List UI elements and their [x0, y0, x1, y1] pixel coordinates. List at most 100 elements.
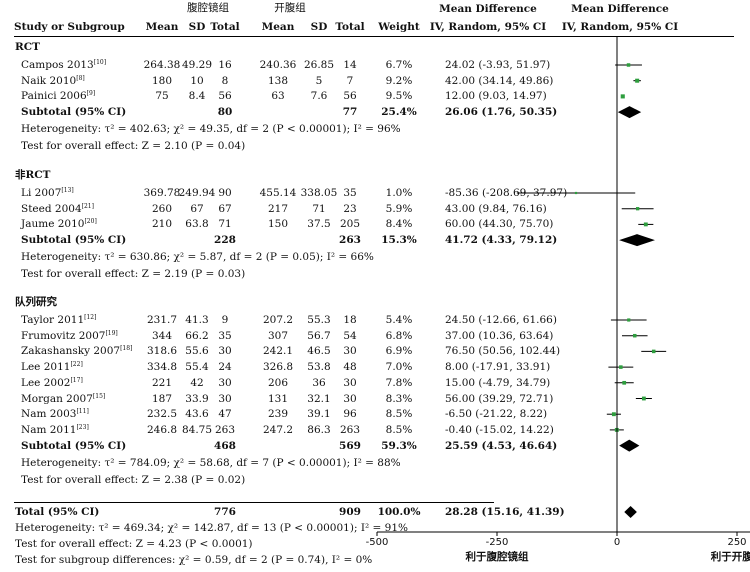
subtotal-n2: 77 [342, 106, 358, 119]
weight-value: 5.4% [385, 314, 413, 326]
sd2-value: 46.5 [307, 345, 331, 358]
n1-value: 35 [218, 329, 232, 342]
study-name: Lee 2002[17] [21, 376, 83, 389]
n2-value: 30 [343, 392, 357, 405]
mean2-value: 150 [267, 218, 289, 231]
study-marker [627, 318, 631, 322]
ci-value: -85.36 (-208.69, 37.97) [445, 187, 568, 199]
total-n2: 909 [339, 506, 361, 518]
mean2-value: 242.1 [262, 345, 294, 358]
sd2-value: 37.5 [307, 218, 331, 231]
study-marker [574, 191, 578, 195]
x-tick-label: -250 [485, 537, 509, 548]
study-name: Naik 2010[8] [21, 74, 85, 87]
sd1-value: 249.94 [178, 187, 216, 199]
x-tick-label: 0 [613, 537, 621, 548]
sd2-value: 71 [312, 202, 326, 215]
study-name: Li 2007[13] [21, 187, 74, 199]
mean1-value: 180 [151, 74, 173, 87]
heterogeneity-text: Heterogeneity: τ² = 784.09; χ² = 58.68, … [21, 456, 401, 469]
subtotal-label: Subtotal (95% CI) [21, 439, 127, 452]
study-name: Painici 2006[9] [21, 90, 96, 103]
sd2-value: 338.05 [300, 187, 338, 199]
weight-value: 8.3% [385, 392, 413, 405]
sd1-value: 10 [190, 74, 204, 87]
mean1-value: 318.6 [146, 345, 178, 358]
mean1-value: 75 [155, 90, 169, 103]
weight-value: 7.8% [385, 376, 413, 389]
n2-value: 96 [343, 408, 357, 421]
subtotal-diamond [619, 234, 655, 247]
study-name: Frumovitz 2007[19] [21, 329, 118, 342]
mean1-value: 210 [151, 218, 173, 231]
ci-value: 15.00 (-4.79, 34.79) [445, 376, 551, 389]
study-marker [633, 333, 637, 338]
study-marker [611, 412, 616, 417]
sd2-value: 36 [312, 376, 326, 389]
subtotal-weight: 15.3% [381, 234, 417, 247]
subgroup-heading: 非RCT [15, 169, 51, 181]
study-name: Steed 2004[21] [21, 202, 94, 215]
total-label: Total (95% CI) [15, 506, 100, 518]
sd2-value: 39.1 [307, 408, 331, 421]
n2-value: 30 [343, 376, 357, 389]
subtotal-label: Subtotal (95% CI) [21, 234, 127, 247]
sd1-value: 33.9 [185, 392, 209, 405]
overall-effect-text: Test for overall effect: Z = 2.38 (P = 0… [21, 473, 246, 486]
study-column-header: Study or Subgroup [14, 21, 125, 33]
n2-value: 56 [343, 90, 357, 103]
study-marker [619, 365, 623, 369]
study-reference: [23] [76, 423, 89, 431]
plot-method-header: IV, Random, 95% CI [561, 21, 679, 33]
study-marker [620, 94, 625, 99]
study-name: Taylor 2011[12] [21, 314, 97, 326]
subtotal-n1: 228 [214, 234, 236, 247]
subtotal-label: Subtotal (95% CI) [21, 106, 127, 119]
total-heterogeneity: Heterogeneity: τ² = 469.34; χ² = 142.87,… [15, 522, 408, 534]
n1-value: 9 [221, 314, 229, 326]
total-rule [14, 502, 494, 503]
n1-value: 8 [221, 74, 229, 87]
overall-effect-text: Test for overall effect: Z = 2.19 (P = 0… [21, 268, 246, 281]
subtotal-n2: 263 [339, 234, 361, 247]
ci-value: -6.50 (-21.22, 8.22) [445, 408, 548, 421]
study-marker [635, 207, 640, 211]
mean2-value: 206 [267, 376, 289, 389]
ci-value: 12.00 (9.03, 14.97) [445, 90, 547, 103]
mean1-value: 344 [151, 329, 173, 342]
subtotal-n1: 468 [214, 439, 236, 452]
plot-title: Mean Difference [571, 3, 669, 15]
study-name: Zakashansky 2007[18] [21, 345, 133, 358]
effect-title: Mean Difference [439, 3, 537, 15]
weight-value: 8.5% [385, 408, 413, 421]
weight-value: 9.5% [385, 90, 413, 103]
study-name: Morgan 2007[15] [21, 392, 106, 405]
mean1-value: 231.7 [146, 314, 178, 326]
method-header: IV, Random, 95% CI [429, 21, 547, 33]
study-name: Campos 2013[10] [21, 59, 107, 71]
ci-value: 43.00 (9.84, 76.16) [445, 202, 547, 215]
study-reference: [12] [84, 314, 97, 321]
study-reference: [9] [86, 90, 96, 98]
study-reference: [15] [92, 392, 106, 400]
weight-value: 8.4% [385, 218, 413, 231]
n2-value: 48 [343, 361, 357, 374]
sd1-value: 63.8 [185, 218, 209, 231]
favours-right-label: 利于开腹组 [710, 551, 750, 563]
ci-value: 60.00 (44.30, 75.70) [445, 218, 554, 231]
total-weight: 100.0% [377, 506, 421, 518]
sd2-value: 56.7 [307, 329, 331, 342]
subgroup-heading: RCT [15, 41, 40, 53]
mean1-value: 260 [151, 202, 173, 215]
weight-value: 7.0% [385, 361, 413, 374]
weight-header: Weight [378, 21, 420, 33]
mean2-value: 239 [267, 408, 289, 421]
sd1-value: 67 [190, 202, 204, 215]
group1-header: 腹腔镜组 [187, 2, 229, 14]
n1-value: 30 [218, 392, 232, 405]
favours-left-label: 利于腹腔镜组 [465, 551, 529, 563]
subtotal-diamond [617, 106, 642, 119]
study-reference: [10] [93, 59, 107, 66]
